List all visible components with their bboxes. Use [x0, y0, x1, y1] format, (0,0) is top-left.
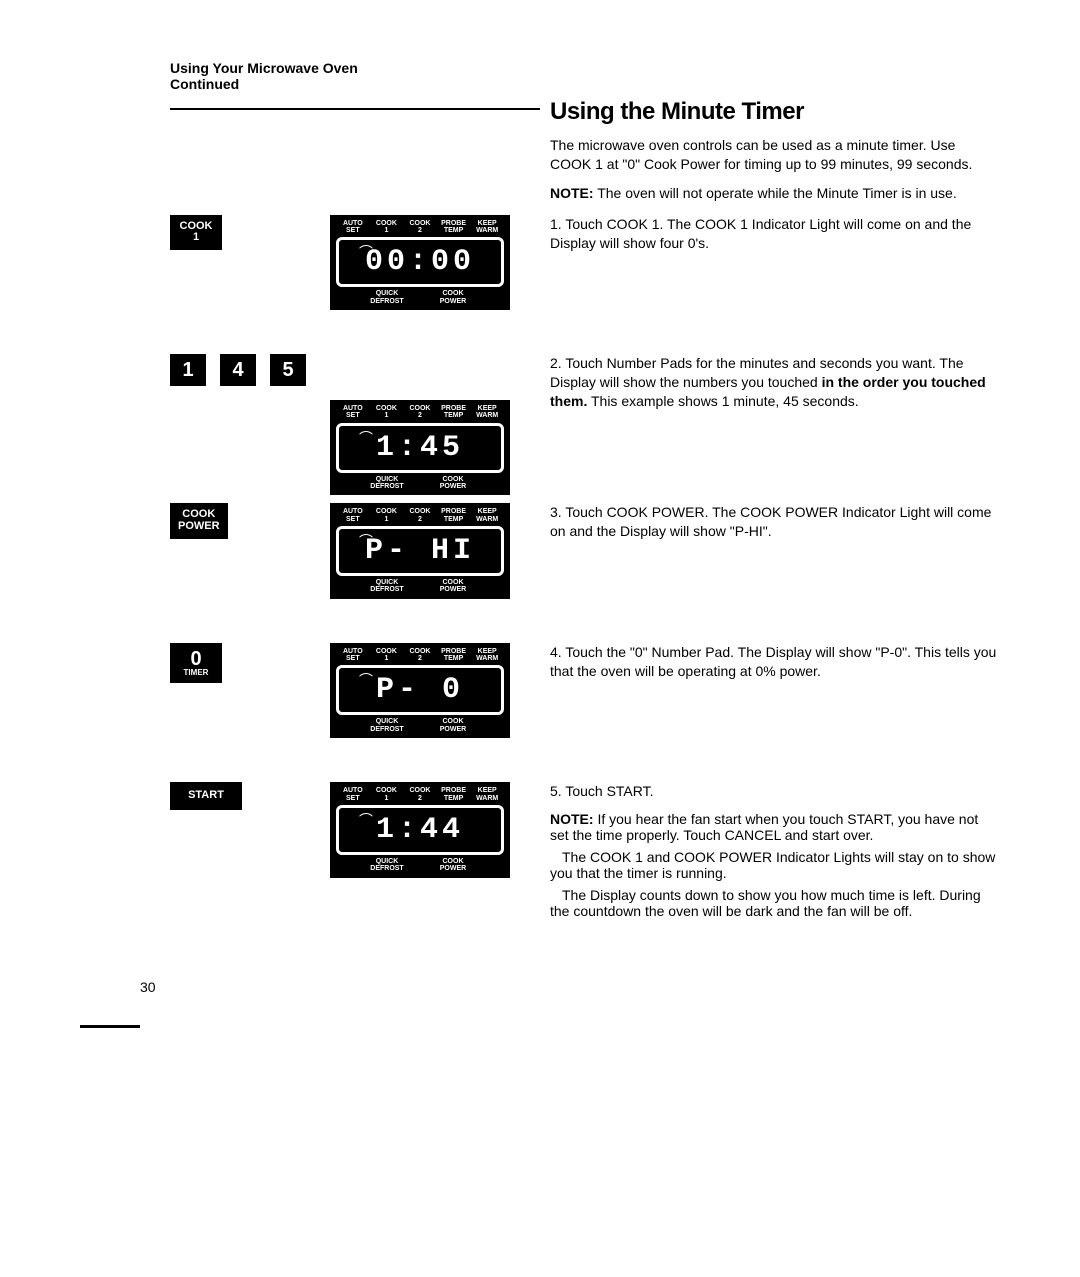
- manual-page: Using Your Microwave Oven Continued Usin…: [0, 0, 1080, 1068]
- display-panel: AUTO SETCOOK 1COOK 2PROBE TEMPKEEP WARM ⌒…: [330, 215, 510, 310]
- indicator-label: QUICK DEFROST: [354, 290, 420, 305]
- header-subtitle: Continued: [170, 76, 1000, 92]
- step-body: Touch COOK POWER. The COOK POWER Indicat…: [550, 504, 991, 539]
- step-number: 2.: [550, 355, 562, 371]
- indicator-label: QUICK DEFROST: [354, 718, 420, 733]
- keypad-button: COOKPOWER: [170, 503, 228, 538]
- step-row: COOKPOWER AUTO SETCOOK 1COOK 2PROBE TEMPK…: [170, 503, 1000, 620]
- step-number: 5.: [550, 783, 562, 799]
- indicator-label: AUTO SET: [336, 787, 370, 802]
- step-illustration: 145 AUTO SETCOOK 1COOK 2PROBE TEMPKEEP WA…: [170, 354, 530, 495]
- step-text: 1. Touch COOK 1. The COOK 1 Indicator Li…: [550, 215, 1000, 332]
- step-illustration: COOKPOWER AUTO SETCOOK 1COOK 2PROBE TEMPK…: [170, 503, 530, 620]
- display-panel: AUTO SETCOOK 1COOK 2PROBE TEMPKEEP WARM ⌒…: [330, 400, 510, 495]
- step-illustration: 0TIMER AUTO SETCOOK 1COOK 2PROBE TEMPKEEP…: [170, 643, 530, 760]
- indicator-label: KEEP WARM: [470, 405, 504, 420]
- step-number: 3.: [550, 504, 562, 520]
- indicator-label: COOK POWER: [420, 579, 486, 594]
- indicator-label: COOK 2: [403, 220, 437, 235]
- indicator-label: PROBE TEMP: [437, 508, 471, 523]
- indicator-label: AUTO SET: [336, 405, 370, 420]
- step-row: START AUTO SETCOOK 1COOK 2PROBE TEMPKEEP …: [170, 782, 1000, 919]
- lcd-screen: ⌒ 1:45: [336, 423, 504, 473]
- indicator-label: QUICK DEFROST: [354, 476, 420, 491]
- keypad-button: 0TIMER: [170, 643, 222, 683]
- step-text: 5. Touch START. NOTE: If you hear the fan…: [550, 782, 1000, 919]
- indicator-label: PROBE TEMP: [437, 405, 471, 420]
- indicator-label: COOK 1: [370, 220, 404, 235]
- step-row: 145 AUTO SETCOOK 1COOK 2PROBE TEMPKEEP WA…: [170, 354, 1000, 495]
- page-number: 30: [140, 979, 1000, 995]
- keypad-button: 1: [170, 354, 206, 386]
- lcd-screen: ⌒P- 0: [336, 665, 504, 715]
- indicator-label: PROBE TEMP: [437, 787, 471, 802]
- indicator-label: COOK 2: [403, 405, 437, 420]
- indicator-label: COOK 1: [370, 648, 404, 663]
- intro-text: The microwave oven controls can be used …: [550, 136, 1000, 174]
- step-text: 3. Touch COOK POWER. The COOK POWER Indi…: [550, 503, 1000, 620]
- step-number: 1.: [550, 216, 562, 232]
- lcd-readout: P- HI: [365, 534, 475, 568]
- step-text: 2. Touch Number Pads for the minutes and…: [550, 354, 1000, 495]
- indicator-label: COOK POWER: [420, 858, 486, 873]
- header-title: Using Your Microwave Oven: [170, 60, 1000, 76]
- indicator-label: QUICK DEFROST: [354, 579, 420, 594]
- step-paragraph: The COOK 1 and COOK POWER Indicator Ligh…: [550, 849, 1000, 881]
- indicator-label: AUTO SET: [336, 220, 370, 235]
- indicator-label: AUTO SET: [336, 508, 370, 523]
- step-illustration: COOK1 AUTO SETCOOK 1COOK 2PROBE TEMPKEEP …: [170, 215, 530, 332]
- indicator-label: KEEP WARM: [470, 648, 504, 663]
- step-paragraph: The Display counts down to show you how …: [550, 887, 1000, 919]
- lcd-readout: 00:00: [365, 245, 475, 279]
- lcd-screen: ⌒P- HI: [336, 526, 504, 576]
- step-body: Touch START.: [562, 783, 654, 799]
- indicator-label: COOK 2: [403, 648, 437, 663]
- step-body: Touch COOK 1. The COOK 1 Indicator Light…: [550, 216, 971, 251]
- page-header: Using Your Microwave Oven Continued: [170, 60, 1000, 92]
- indicator-label: KEEP WARM: [470, 220, 504, 235]
- lcd-screen: ⌒00:00: [336, 237, 504, 287]
- indicator-label: COOK 2: [403, 787, 437, 802]
- indicator-label: PROBE TEMP: [437, 220, 471, 235]
- indicator-label: AUTO SET: [336, 648, 370, 663]
- step-body: Touch the "0" Number Pad. The Display wi…: [550, 644, 996, 679]
- display-panel: AUTO SETCOOK 1COOK 2PROBE TEMPKEEP WARM ⌒…: [330, 503, 510, 598]
- section-title: Using the Minute Timer: [550, 98, 1000, 126]
- indicator-label: KEEP WARM: [470, 508, 504, 523]
- step-number: 4.: [550, 644, 562, 660]
- indicator-label: COOK 1: [370, 787, 404, 802]
- step-illustration: START AUTO SETCOOK 1COOK 2PROBE TEMPKEEP …: [170, 782, 530, 919]
- lcd-screen: ⌒ 1:44: [336, 805, 504, 855]
- display-panel: AUTO SETCOOK 1COOK 2PROBE TEMPKEEP WARM ⌒…: [330, 643, 510, 738]
- step-note: NOTE: If you hear the fan start when you…: [550, 811, 1000, 843]
- indicator-label: QUICK DEFROST: [354, 858, 420, 873]
- indicator-label: COOK POWER: [420, 476, 486, 491]
- indicator-label: KEEP WARM: [470, 787, 504, 802]
- indicator-label: COOK POWER: [420, 718, 486, 733]
- keypad-button: 4: [220, 354, 256, 386]
- display-panel: AUTO SETCOOK 1COOK 2PROBE TEMPKEEP WARM ⌒…: [330, 782, 510, 877]
- indicator-label: COOK POWER: [420, 290, 486, 305]
- lcd-readout: P- 0: [376, 673, 464, 707]
- step-row: COOK1 AUTO SETCOOK 1COOK 2PROBE TEMPKEEP …: [170, 215, 1000, 332]
- indicator-label: PROBE TEMP: [437, 648, 471, 663]
- note-label: NOTE:: [550, 185, 594, 201]
- indicator-label: COOK 1: [370, 508, 404, 523]
- indicator-label: COOK 2: [403, 508, 437, 523]
- lcd-readout: 1:44: [376, 813, 464, 847]
- footer-rule: [80, 1025, 140, 1028]
- indicator-label: COOK 1: [370, 405, 404, 420]
- note-block: NOTE: The oven will not operate while th…: [550, 184, 1000, 203]
- header-rule: [170, 108, 540, 110]
- note-text: The oven will not operate while the Minu…: [594, 185, 957, 201]
- keypad-button: 5: [270, 354, 306, 386]
- keypad-button: START: [170, 782, 242, 810]
- keypad-button: COOK1: [170, 215, 222, 250]
- step-row: 0TIMER AUTO SETCOOK 1COOK 2PROBE TEMPKEEP…: [170, 643, 1000, 760]
- step-text: 4. Touch the "0" Number Pad. The Display…: [550, 643, 1000, 760]
- lcd-readout: 1:45: [376, 431, 464, 465]
